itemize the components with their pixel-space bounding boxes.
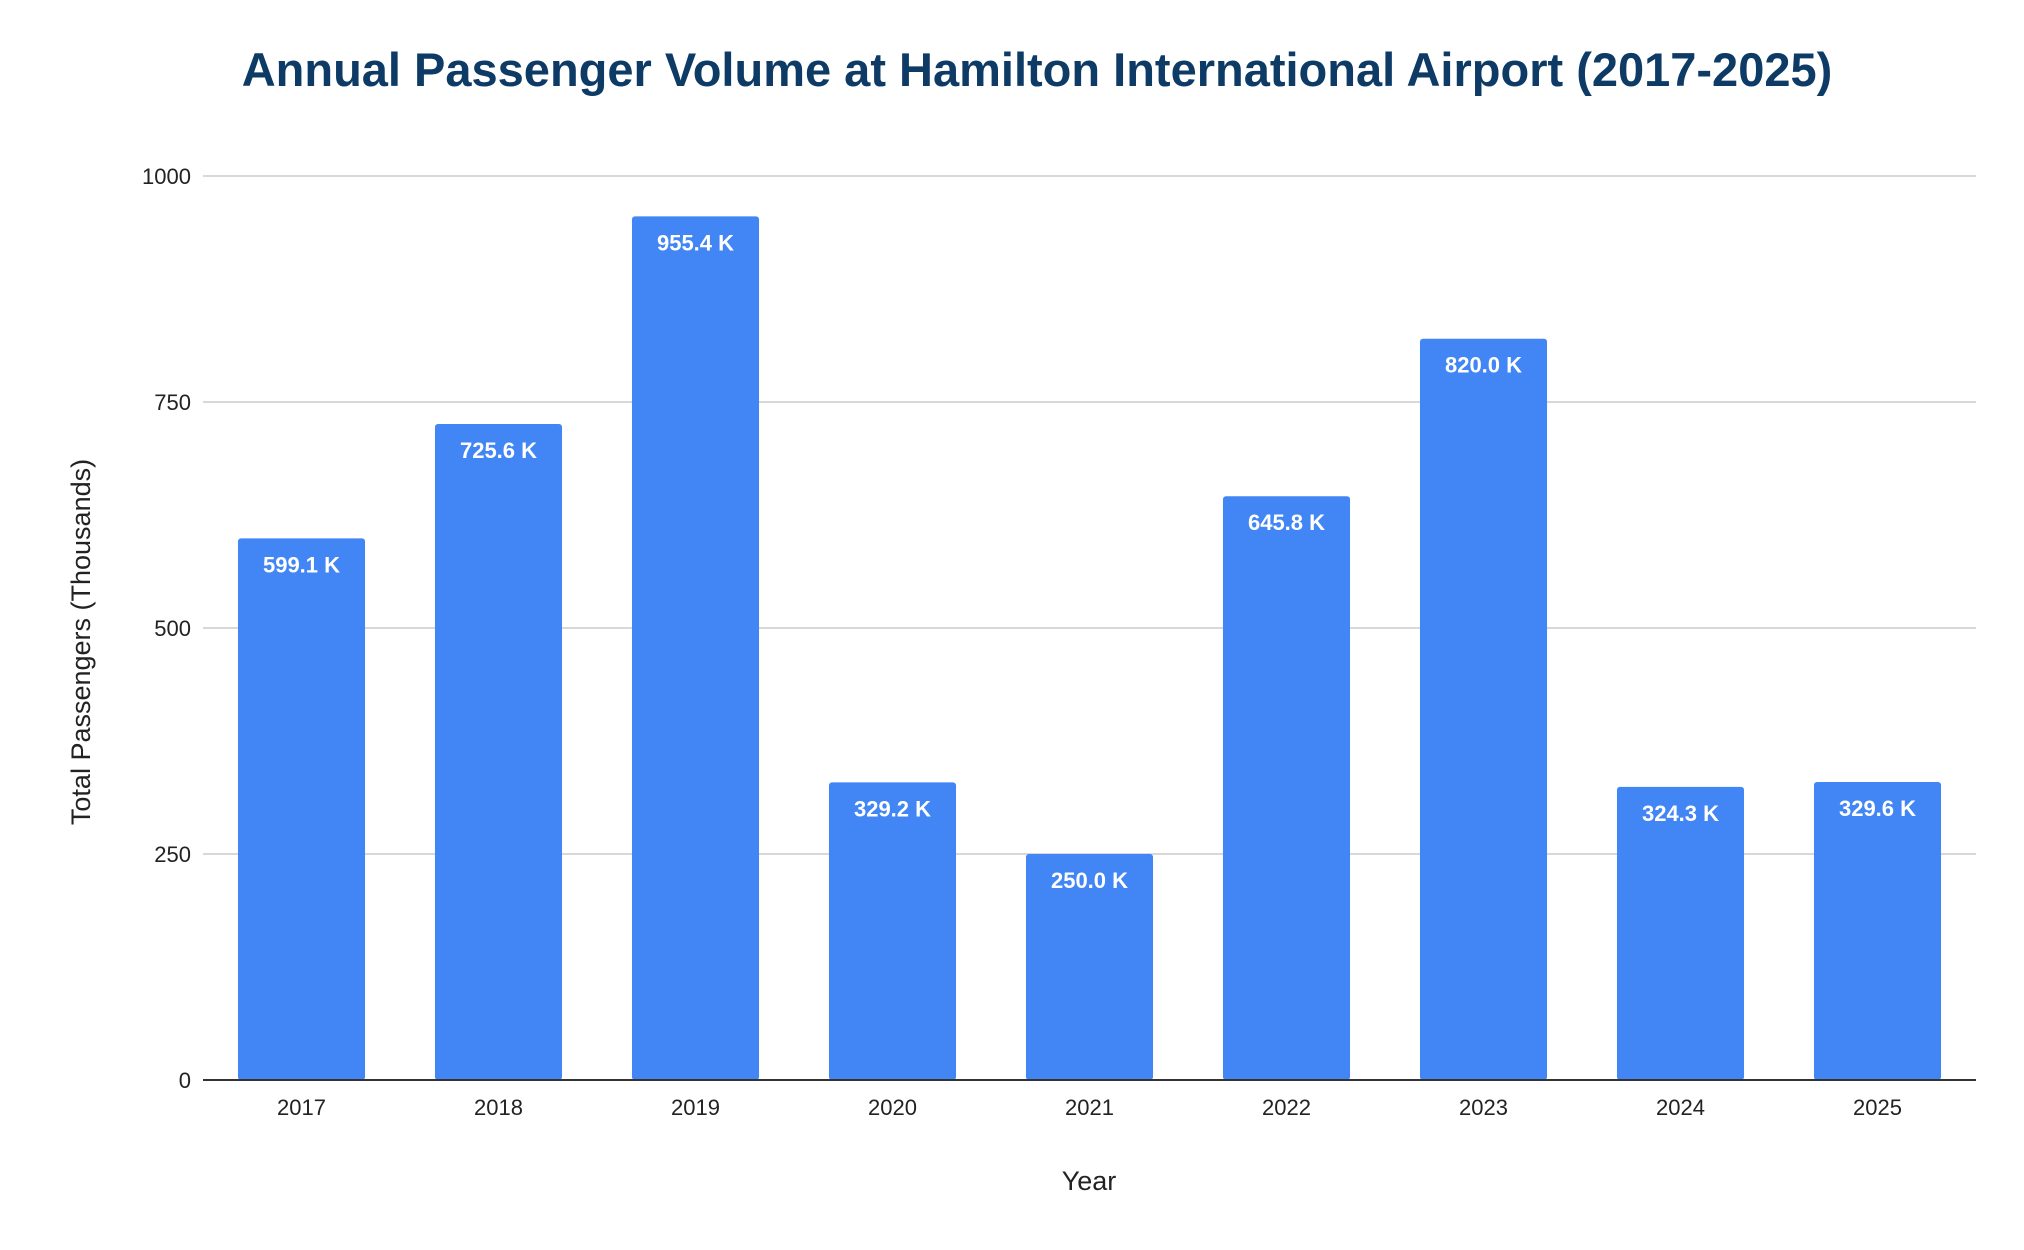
data-label-2021: 250.0 K (1051, 868, 1128, 893)
x-tick-label: 2020 (868, 1095, 917, 1120)
data-label-2024: 324.3 K (1642, 801, 1719, 826)
y-tick-label: 500 (154, 616, 191, 641)
y-tick-label: 0 (179, 1068, 191, 1093)
bar-2025 (1813, 782, 1942, 1080)
x-tick-label: 2023 (1459, 1095, 1508, 1120)
bar-2018 (434, 424, 563, 1080)
data-label-2020: 329.2 K (854, 796, 931, 821)
x-tick-label: 2018 (474, 1095, 523, 1120)
y-tick-label: 1000 (142, 164, 191, 189)
bar-2021 (1025, 854, 1154, 1080)
bar-2023 (1419, 338, 1548, 1081)
y-tick-label: 250 (154, 842, 191, 867)
data-label-2025: 329.6 K (1839, 796, 1916, 821)
x-axis-title: Year (1062, 1166, 1117, 1196)
y-axis-title: Total Passengers (Thousands) (66, 459, 96, 825)
x-tick-label: 2019 (671, 1095, 720, 1120)
bar-2020 (828, 782, 957, 1080)
data-label-2019: 955.4 K (657, 230, 734, 255)
y-axis-ticks: 0 250 500 750 1000 (142, 164, 191, 1093)
bar-2017 (237, 538, 366, 1080)
data-label-2017: 599.1 K (263, 552, 340, 577)
x-tick-label: 2021 (1065, 1095, 1114, 1120)
bar-2022 (1222, 496, 1351, 1081)
x-tick-label: 2022 (1262, 1095, 1311, 1120)
bars (237, 216, 1942, 1081)
bar-data-labels: 599.1 K 725.6 K 955.4 K 329.2 K 250.0 K 645.8… (263, 230, 1916, 893)
x-axis-ticks: 2017 2018 2019 2020 2021 2022 2023 2024 2025 (277, 1095, 1902, 1120)
chart-title: Annual Passenger Volume at Hamilton Inte… (242, 43, 1833, 96)
data-label-2023: 820.0 K (1445, 353, 1522, 378)
bar-2024 (1616, 786, 1745, 1080)
x-tick-label: 2017 (277, 1095, 326, 1120)
x-tick-label: 2025 (1853, 1095, 1902, 1120)
x-tick-label: 2024 (1656, 1095, 1705, 1120)
bar-2019 (631, 216, 760, 1080)
data-label-2022: 645.8 K (1248, 510, 1325, 535)
data-label-2018: 725.6 K (460, 438, 537, 463)
y-tick-label: 750 (154, 390, 191, 415)
